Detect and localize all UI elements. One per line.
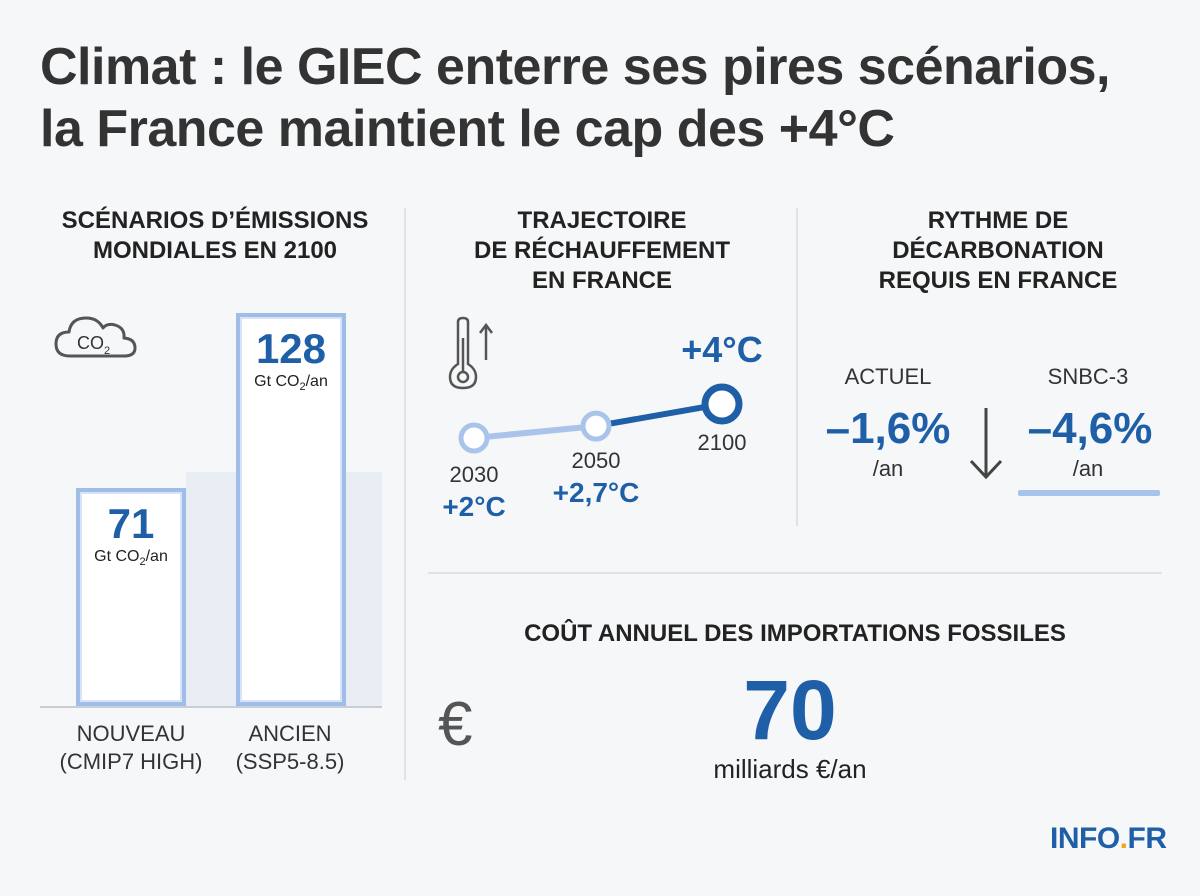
decarbonation-heading-line-3: REQUIS EN FRANCE [878,267,1118,294]
bar-unit-nouveau: Gt CO2/an [76,548,186,568]
line-point-2030 [458,422,490,454]
co2-cloud-icon: CO 2 [50,306,140,366]
target-rate-underline [1018,490,1160,496]
line-segment-1 [471,423,599,441]
current-rate-unit: /an [872,456,904,481]
category-label-line: (CMIP7 HIGH) [59,749,203,774]
warming-heading-line-2: DE RÉCHAUFFEMENT [474,237,730,264]
temperature-label-2100: +4°C [681,329,762,370]
emissions-heading-line-1: SCÉNARIOS D’ÉMISSIONS [61,207,369,234]
year-label-2100: 2100 [698,430,747,455]
bar-value-ancien: 128 [255,325,327,372]
year-label-2050: 2050 [572,448,621,473]
decarbonation-heading: RYTHME DE DÉCARBONATION REQUIS EN FRANCE [810,206,1186,296]
fossil-cost-value: 70 [743,663,837,757]
current-rate-label: ACTUEL [844,364,932,389]
arrow-down-icon [966,406,1006,480]
divider-right [796,208,798,526]
emissions-heading-line-2: MONDIALES EN 2100 [92,237,338,264]
warming-heading: TRAJECTOIRE DE RÉCHAUFFEMENT EN FRANCE [420,206,784,296]
fossil-heading: COÛT ANNUEL DES IMPORTATIONS FOSSILES [524,620,1066,647]
bar-baseline [40,706,382,708]
category-label-nouveau: NOUVEAU (CMIP7 HIGH) [46,720,216,776]
title-line-2: la France maintient le cap des +4°C [40,100,895,158]
temperature-label-2030: +2°C [442,491,505,522]
page-title: Climat : le GIEC enterre ses pires scéna… [40,36,1170,160]
warming-heading-line-3: EN FRANCE [531,267,672,294]
bar-ancien [236,313,346,706]
bar-unit-main: Gt CO [254,373,300,390]
category-label-line: ANCIEN [248,721,332,746]
divider-horizontal [428,572,1162,574]
bar-value-nouveau: 71 [107,500,155,547]
warming-line-chart: 2030 2050 2100 +2°C +2,7°C +4°C [442,329,762,522]
line-point-2100 [701,383,743,425]
temperature-label-2050: +2,7°C [553,477,640,508]
brand-logo: INFO.FR [1050,822,1167,856]
euro-icon: € [438,690,473,759]
co2-icon-text: CO [77,333,104,353]
category-label-line: (SSP5-8.5) [235,749,345,774]
decarbonation-heading-line-1: RYTHME DE [927,207,1069,234]
target-rate-value: –4,6% [1027,404,1153,453]
target-rate-unit: /an [1072,456,1104,481]
decarbonation-heading-line-2: DÉCARBONATION [892,237,1104,264]
divider-left [404,208,406,780]
title-line-1: Climat : le GIEC enterre ses pires scéna… [40,38,1110,96]
year-label-2030: 2030 [450,462,499,487]
logo-text-1: INFO [1050,822,1120,855]
line-point-2050 [580,410,612,442]
emissions-heading: SCÉNARIOS D’ÉMISSIONS MONDIALES EN 2100 [30,206,400,266]
bar-unit-sub: 2 [139,556,146,569]
bar-unit-tail: /an [305,373,328,390]
current-rate-value: –1,6% [825,404,951,453]
logo-text-2: FR [1127,822,1168,855]
target-rate-label: SNBC-3 [1047,364,1129,389]
bar-unit-main: Gt CO [94,548,140,565]
co2-icon-subscript: 2 [104,345,110,357]
category-label-ancien: ANCIEN (SSP5-8.5) [210,720,370,776]
bar-nouveau [76,488,186,706]
thermometer-rising-icon [446,316,496,392]
line-segment-2 [593,401,725,430]
bar-unit-ancien: Gt CO2/an [236,373,346,393]
fossil-cost-unit: milliards €/an [713,754,867,784]
bar-unit-sub: 2 [299,381,306,394]
logo-dot: . [1119,822,1128,855]
warming-heading-line-1: TRAJECTOIRE [517,207,687,234]
category-label-line: NOUVEAU [76,721,186,746]
bar-unit-tail: /an [145,548,168,565]
